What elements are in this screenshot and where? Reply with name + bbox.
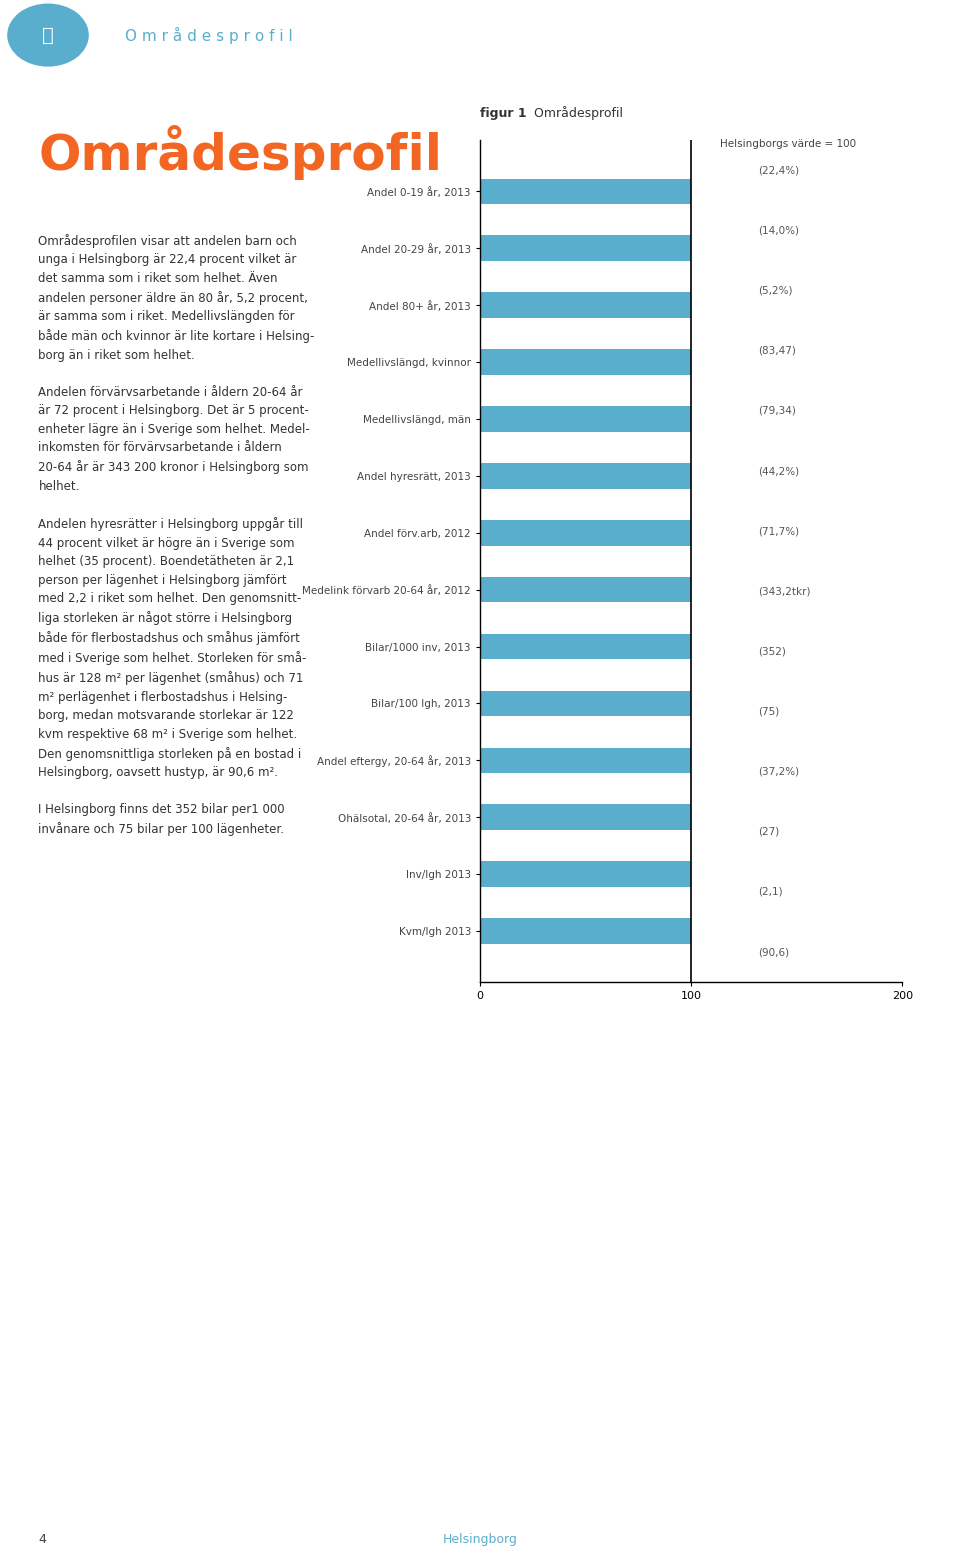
Bar [480, 463, 691, 488]
Text: (71,7%): (71,7%) [758, 527, 800, 536]
Bar [480, 918, 691, 943]
Text: 4: 4 [38, 1532, 46, 1547]
Text: (343,2tkr): (343,2tkr) [758, 586, 811, 596]
Bar [480, 804, 691, 829]
Text: O m r å d e s p r o f i l: O m r å d e s p r o f i l [125, 27, 293, 44]
Text: (22,4%): (22,4%) [758, 165, 800, 175]
Bar [480, 748, 691, 773]
Ellipse shape [7, 3, 89, 67]
Text: 🏝: 🏝 [42, 25, 54, 45]
Bar [480, 635, 691, 659]
Text: figur 1: figur 1 [480, 106, 527, 120]
Bar [480, 691, 691, 716]
Bar [480, 577, 691, 602]
Text: (37,2%): (37,2%) [758, 767, 800, 776]
Text: Områdesprofil: Områdesprofil [530, 106, 623, 120]
Text: Helsingborgs värde = 100: Helsingborgs värde = 100 [720, 139, 856, 150]
Text: (14,0%): (14,0%) [758, 226, 800, 235]
Text: (5,2%): (5,2%) [758, 285, 793, 296]
Bar [480, 407, 691, 432]
Text: Helsingborg: Helsingborg [443, 1532, 517, 1547]
Bar [480, 293, 691, 318]
Bar [480, 862, 691, 887]
Bar [480, 349, 691, 374]
Text: Områdesprofil: Områdesprofil [38, 125, 443, 179]
Text: (90,6): (90,6) [758, 948, 789, 957]
Text: (75): (75) [758, 706, 780, 717]
Text: (27): (27) [758, 826, 780, 837]
Text: (2,1): (2,1) [758, 887, 783, 896]
Text: Områdesprofilen visar att andelen barn och
unga i Helsingborg är 22,4 procent vi: Områdesprofilen visar att andelen barn o… [38, 234, 315, 836]
Text: (79,34): (79,34) [758, 405, 796, 416]
Bar [480, 521, 691, 546]
Text: (83,47): (83,47) [758, 346, 796, 355]
Bar [480, 235, 691, 260]
Text: (44,2%): (44,2%) [758, 466, 800, 475]
Bar [480, 179, 691, 204]
Text: (352): (352) [758, 647, 786, 656]
